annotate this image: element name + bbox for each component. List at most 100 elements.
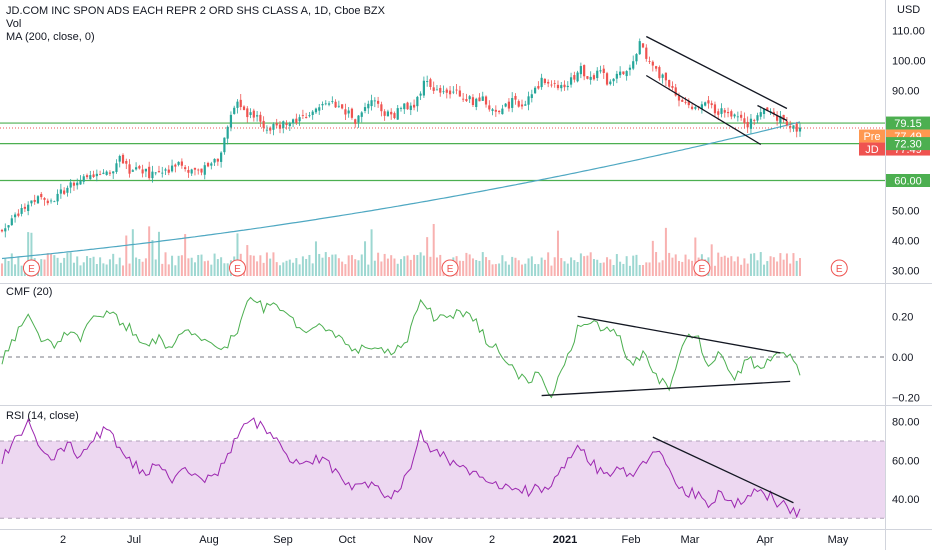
candle-body (520, 104, 524, 107)
time-axis-label: Oct (338, 534, 355, 546)
volume-bar (789, 263, 792, 276)
candle-body (498, 110, 501, 113)
volume-bar (615, 254, 618, 276)
price-badge (886, 137, 930, 151)
candle-body (216, 158, 219, 162)
volume-bar (220, 257, 223, 276)
volume-bar (236, 233, 239, 276)
candle-body (278, 124, 282, 129)
volume-bar (475, 260, 478, 276)
candle-body (717, 111, 720, 115)
volume-bar (17, 257, 20, 276)
volume-bar (105, 264, 108, 276)
volume-bar (779, 253, 782, 276)
candle-body (736, 116, 739, 118)
time-axis-label: Aug (199, 534, 219, 546)
cmf-legend: CMF (20) (6, 286, 52, 299)
candle-body (654, 66, 658, 69)
candle-body (517, 101, 520, 107)
candle-body (112, 171, 115, 174)
candle-body (174, 164, 177, 167)
cmf-tick-label: 0.20 (892, 311, 913, 323)
candle-body (92, 174, 95, 177)
candle-body (393, 113, 396, 119)
candle-body (377, 100, 380, 104)
volume-label: Vol (6, 18, 22, 30)
volume-bar (674, 254, 677, 276)
volume-bar (167, 264, 170, 276)
volume-bar (377, 252, 380, 276)
volume-bar (439, 254, 442, 276)
volume-bar (730, 256, 733, 276)
volume-bar (530, 256, 533, 276)
rsi-label: RSI (14, close) (6, 410, 79, 422)
candle-body (645, 47, 648, 59)
candle-body (255, 115, 259, 117)
earnings-marker-label: E (28, 264, 35, 275)
volume-bar (635, 254, 638, 276)
volume-bar (89, 257, 92, 276)
candle-body (206, 162, 210, 167)
volume-bar (76, 256, 79, 276)
volume-bar (792, 253, 795, 276)
volume-bar (184, 234, 187, 276)
currency-label: USD (897, 4, 920, 16)
cmf-label: CMF (20) (6, 286, 53, 298)
volume-bar (488, 260, 491, 276)
candle-body (478, 97, 481, 102)
price-tick-label: 50.00 (892, 206, 920, 218)
candle-body (448, 90, 452, 95)
volume-bar (367, 264, 370, 276)
candle-body (733, 114, 736, 117)
volume-bar (429, 256, 432, 276)
candle-body (242, 106, 246, 110)
volume-bar (583, 256, 586, 276)
candle-body (556, 84, 560, 89)
volume-bar (278, 265, 281, 276)
volume-bar (4, 258, 7, 276)
volume-bar (553, 257, 556, 276)
volume-bar (43, 259, 46, 276)
candle-body (190, 169, 193, 174)
candle-body (56, 193, 59, 202)
candle-body (743, 118, 746, 124)
candle-body (501, 108, 504, 115)
candle-body (4, 228, 7, 232)
candle-body (579, 66, 582, 75)
time-axis-label: 2 (60, 534, 66, 546)
candle-body (547, 81, 550, 84)
candle-body (40, 193, 43, 198)
candle-body (121, 154, 125, 164)
volume-bar (664, 227, 667, 276)
candle-body (406, 102, 409, 110)
candle-body (550, 84, 553, 86)
candle-body (530, 94, 533, 99)
volume-bar (413, 254, 416, 276)
volume-series (1, 223, 801, 276)
candle-body (43, 198, 46, 200)
candle-body (569, 77, 573, 85)
candle-body (46, 200, 49, 204)
candle-body (661, 74, 664, 78)
candle-body (108, 172, 112, 174)
volume-bar (393, 258, 396, 276)
candle-body (386, 111, 390, 117)
volume-bar (579, 253, 582, 276)
candle-body (76, 182, 79, 186)
volume-bar (426, 237, 429, 276)
candle-body (599, 70, 602, 72)
volume-bar (396, 263, 399, 276)
candle-body (390, 111, 393, 115)
volume-bar (556, 230, 559, 276)
candle-body (576, 72, 579, 82)
candle-body (236, 101, 239, 108)
volume-bar (432, 223, 435, 276)
candle-body (723, 110, 726, 113)
candle-body (553, 83, 556, 84)
candle-body (53, 201, 56, 203)
volume-bar (403, 256, 406, 276)
candle-body (396, 108, 399, 120)
candle-body (416, 96, 419, 107)
candle-body (347, 110, 350, 114)
